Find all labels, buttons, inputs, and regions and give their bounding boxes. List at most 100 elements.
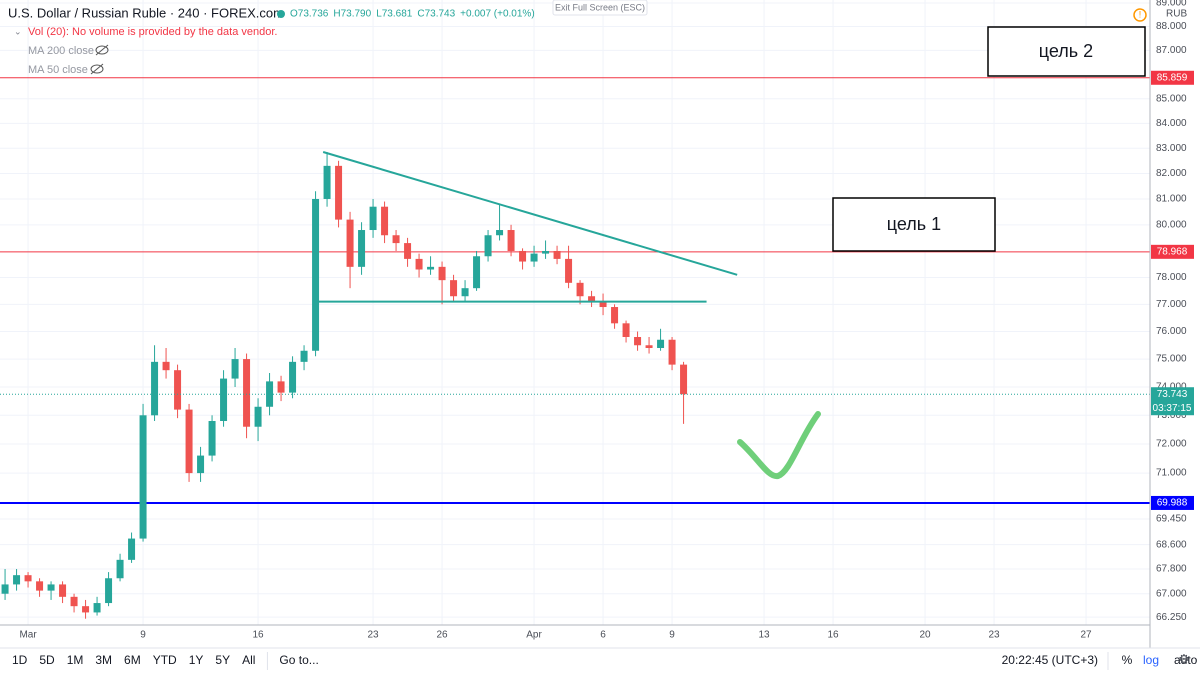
ohlc-value: H73.790 xyxy=(333,9,371,20)
warning-icon[interactable] xyxy=(1133,8,1147,22)
collapse-icon[interactable]: ⌄ xyxy=(14,26,22,36)
countdown: 03:37:15 xyxy=(1153,403,1192,414)
candle-body xyxy=(289,361,297,393)
level-label-bg xyxy=(1151,70,1194,85)
toolbar: 1D 5D 1M 3M 6M YTD 1Y 5Y All Go to...% log auto xyxy=(12,652,1198,670)
y-tick-label: 66.250 xyxy=(1156,612,1187,623)
range-button[interactable]: 1Y xyxy=(189,653,204,667)
y-tick-label: 88.000 xyxy=(1156,21,1187,32)
ohlc-values: O73.736 H73.790 L73.681 C73.743 +0.007 (+0.0… xyxy=(290,9,535,20)
x-tick-label: Mar xyxy=(19,630,37,641)
candle-body xyxy=(208,421,216,456)
y-tick-label: 84.000 xyxy=(1156,118,1187,129)
candle-body xyxy=(197,455,205,474)
candle-body xyxy=(496,230,504,236)
goto-button[interactable]: Go to... xyxy=(279,653,318,667)
candle-body xyxy=(519,250,527,262)
eye-slash xyxy=(90,63,104,75)
candle-body xyxy=(473,256,481,289)
candle-body xyxy=(174,370,182,410)
y-tick-label: 82.000 xyxy=(1156,168,1187,179)
ohlc-value: +0.007 (+0.01%) xyxy=(460,9,535,20)
x-tick-label: 23 xyxy=(367,630,379,641)
level-label: 85.859 xyxy=(1157,72,1188,83)
scale-button[interactable]: auto xyxy=(1174,653,1198,667)
range-button[interactable]: 5Y xyxy=(215,653,230,667)
settings-icon[interactable]: ⚙ xyxy=(1178,651,1190,666)
range-button[interactable]: 5D xyxy=(39,653,55,667)
y-tick-label: 81.000 xyxy=(1156,194,1187,205)
candle-body xyxy=(427,266,435,270)
y-tick-label: 80.000 xyxy=(1156,219,1187,230)
candle-body xyxy=(415,258,423,270)
y-tick-label: 69.450 xyxy=(1156,514,1187,525)
range-button[interactable]: YTD xyxy=(153,653,177,667)
candle-body xyxy=(312,198,320,351)
candle-body xyxy=(277,381,285,393)
scale-button[interactable]: log xyxy=(1143,653,1159,667)
x-tick-label: 16 xyxy=(827,630,839,641)
candle-body xyxy=(392,235,400,244)
scale-button[interactable]: % xyxy=(1122,653,1133,667)
candle-body xyxy=(139,415,147,539)
status-dot xyxy=(277,10,285,18)
warning-mark: ! xyxy=(1139,9,1142,19)
x-tick-label: 26 xyxy=(436,630,448,641)
ohlc-value: L73.681 xyxy=(376,9,413,20)
candle-body xyxy=(47,584,55,591)
target-label: цель 2 xyxy=(1039,41,1093,61)
y-tick-label: 74.000 xyxy=(1156,382,1187,393)
indicator-ma: MA 200 close xyxy=(28,45,94,57)
candle-body xyxy=(243,359,251,427)
candle-body xyxy=(116,559,124,579)
candle-body xyxy=(634,336,642,346)
candle-body xyxy=(105,578,113,604)
candle-body xyxy=(576,282,584,297)
candle-body xyxy=(358,230,366,267)
axes: 89.000 88.000 87.000 85.000 84.000 83.000 82.0… xyxy=(19,0,1194,641)
clock: 20:22:45 (UTC+3) xyxy=(1002,653,1098,667)
candle-body xyxy=(622,323,630,337)
candle-body xyxy=(335,165,343,220)
candle-body xyxy=(565,258,573,283)
x-tick-label: Apr xyxy=(526,630,542,641)
range-button[interactable]: 3M xyxy=(95,653,112,667)
exit-label[interactable]: Exit Full Screen (ESC) xyxy=(555,2,645,12)
y-tick-label: 87.000 xyxy=(1156,45,1187,56)
y-tick-label: 76.000 xyxy=(1156,326,1187,337)
candle-body xyxy=(266,381,274,407)
candle-body xyxy=(542,250,550,254)
target-box xyxy=(832,197,996,252)
y-tick-label: 89.000 xyxy=(1156,0,1187,9)
candle-body xyxy=(657,339,665,349)
range-button[interactable]: 6M xyxy=(124,653,141,667)
candle-body xyxy=(404,243,412,259)
range-button[interactable]: 1M xyxy=(67,653,84,667)
x-tick-label: 16 xyxy=(252,630,264,641)
y-tick-label: 75.000 xyxy=(1156,354,1187,365)
ohlc-value: O73.736 xyxy=(290,9,329,20)
candle-body xyxy=(128,538,136,560)
eye-icon[interactable] xyxy=(95,45,109,55)
grid xyxy=(0,0,1150,625)
trend-line xyxy=(322,151,738,276)
y-tick-label: 71.000 xyxy=(1156,468,1187,479)
range-button[interactable]: 1D xyxy=(12,653,28,667)
checkmark xyxy=(737,411,821,479)
range-button[interactable]: All xyxy=(242,653,255,667)
candle-body xyxy=(82,606,90,613)
eye-icon[interactable] xyxy=(90,64,104,74)
candle-body xyxy=(588,296,596,302)
candle-body xyxy=(300,350,308,362)
candle-body xyxy=(346,219,354,267)
x-tick-label: 6 xyxy=(600,630,606,641)
y-tick-label: 68.600 xyxy=(1156,539,1187,550)
candle-body xyxy=(450,280,458,297)
candle-body xyxy=(530,253,538,262)
candle-body xyxy=(70,596,78,607)
symbol-title: U.S. Dollar / Russian Ruble · 240 · FORE… xyxy=(8,5,284,20)
x-tick-label: 9 xyxy=(669,630,675,641)
y-tick-label: 67.000 xyxy=(1156,588,1187,599)
exit-button[interactable] xyxy=(552,0,648,16)
